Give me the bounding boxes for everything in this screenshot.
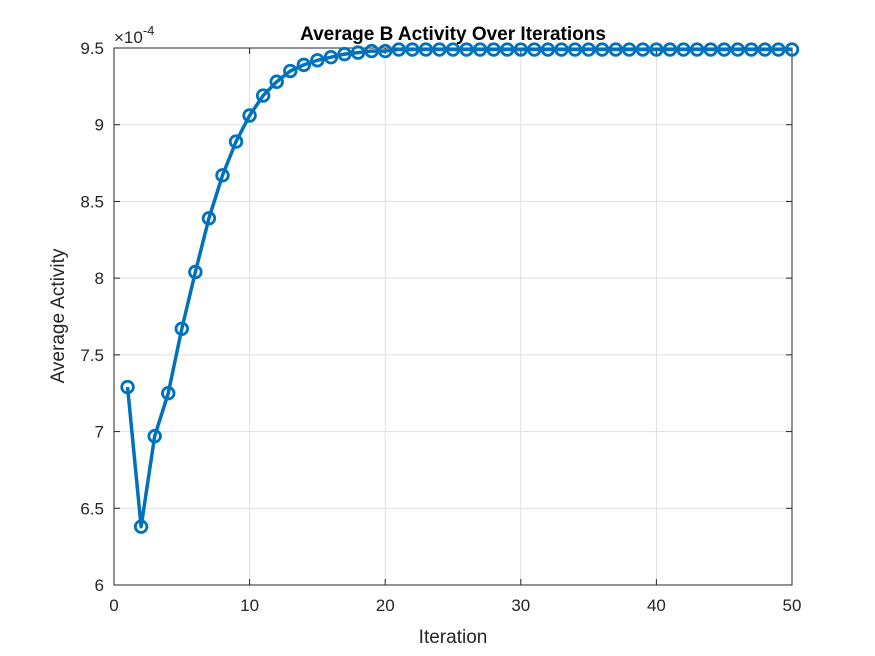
data-point (500, 42, 515, 57)
series-layer (120, 42, 800, 534)
data-point (635, 42, 651, 57)
data-point (459, 42, 474, 57)
data-point (676, 42, 691, 57)
data-point (730, 42, 745, 57)
data-point (445, 42, 461, 57)
data-point (581, 42, 596, 57)
data-point (215, 168, 230, 183)
y-tick-label: 9.5 (80, 39, 104, 58)
data-point (594, 42, 610, 57)
data-point (622, 42, 637, 57)
data-point (472, 42, 488, 57)
data-point (242, 108, 257, 123)
data-point (255, 88, 271, 103)
data-point (161, 386, 176, 401)
data-point (174, 321, 190, 336)
x-tick-label: 40 (647, 596, 666, 615)
y-tick-label: 7 (95, 423, 104, 442)
grid-lines (114, 48, 792, 585)
x-tick-labels: 0 10 20 30 40 50 (109, 596, 801, 615)
data-point (540, 42, 556, 57)
chart-title: Average B Activity Over Iterations (300, 24, 606, 45)
data-point (432, 42, 447, 57)
data-point (567, 42, 583, 57)
x-tick-label: 0 (109, 596, 118, 615)
y-exponent-power: -4 (143, 23, 155, 38)
y-tick-label: 8.5 (80, 192, 104, 211)
y-tick-label: 9 (95, 116, 104, 135)
data-point (201, 211, 217, 226)
data-point (649, 42, 664, 57)
y-tick-label: 6.5 (80, 499, 104, 518)
y-tick-label: 6 (95, 576, 104, 595)
data-point (269, 74, 284, 89)
x-tick-label: 10 (240, 596, 259, 615)
data-point (608, 42, 623, 57)
y-axis-label: Average Activity (48, 248, 69, 383)
data-point (296, 57, 312, 73)
data-point (662, 42, 678, 57)
data-point (486, 42, 501, 57)
data-point (527, 42, 542, 57)
x-tick-label: 50 (783, 596, 802, 615)
data-point (323, 50, 339, 65)
y-exponent-base: ×10 (114, 28, 143, 47)
data-point (350, 45, 366, 60)
data-point (771, 42, 786, 57)
data-point (513, 42, 529, 57)
y-exponent-label: ×10-4 (114, 23, 154, 47)
data-point (405, 42, 420, 57)
data-point (337, 46, 352, 62)
y-tick-label: 7.5 (80, 346, 104, 365)
data-point (418, 42, 434, 57)
data-point (391, 42, 406, 57)
x-tick-label: 30 (511, 596, 530, 615)
data-point (133, 519, 149, 534)
data-point (147, 428, 162, 444)
data-point (378, 43, 393, 59)
y-tick-label: 8 (95, 269, 104, 288)
data-point (310, 53, 325, 68)
y-tick-labels: 6 6.5 7 7.5 8 8.5 9 9.5 (80, 39, 104, 595)
data-point (120, 379, 135, 395)
data-point (554, 42, 569, 57)
data-point (283, 63, 298, 79)
data-point (784, 42, 800, 57)
data-point (689, 42, 705, 57)
data-point (744, 42, 759, 57)
x-axis-label: Iteration (419, 627, 488, 648)
data-point (703, 42, 718, 57)
data-point (228, 134, 244, 149)
data-point (717, 42, 732, 57)
data-point (757, 42, 773, 57)
data-point (188, 264, 203, 280)
plot-area (114, 48, 792, 585)
data-point (364, 43, 379, 59)
x-tick-label: 20 (376, 596, 395, 615)
